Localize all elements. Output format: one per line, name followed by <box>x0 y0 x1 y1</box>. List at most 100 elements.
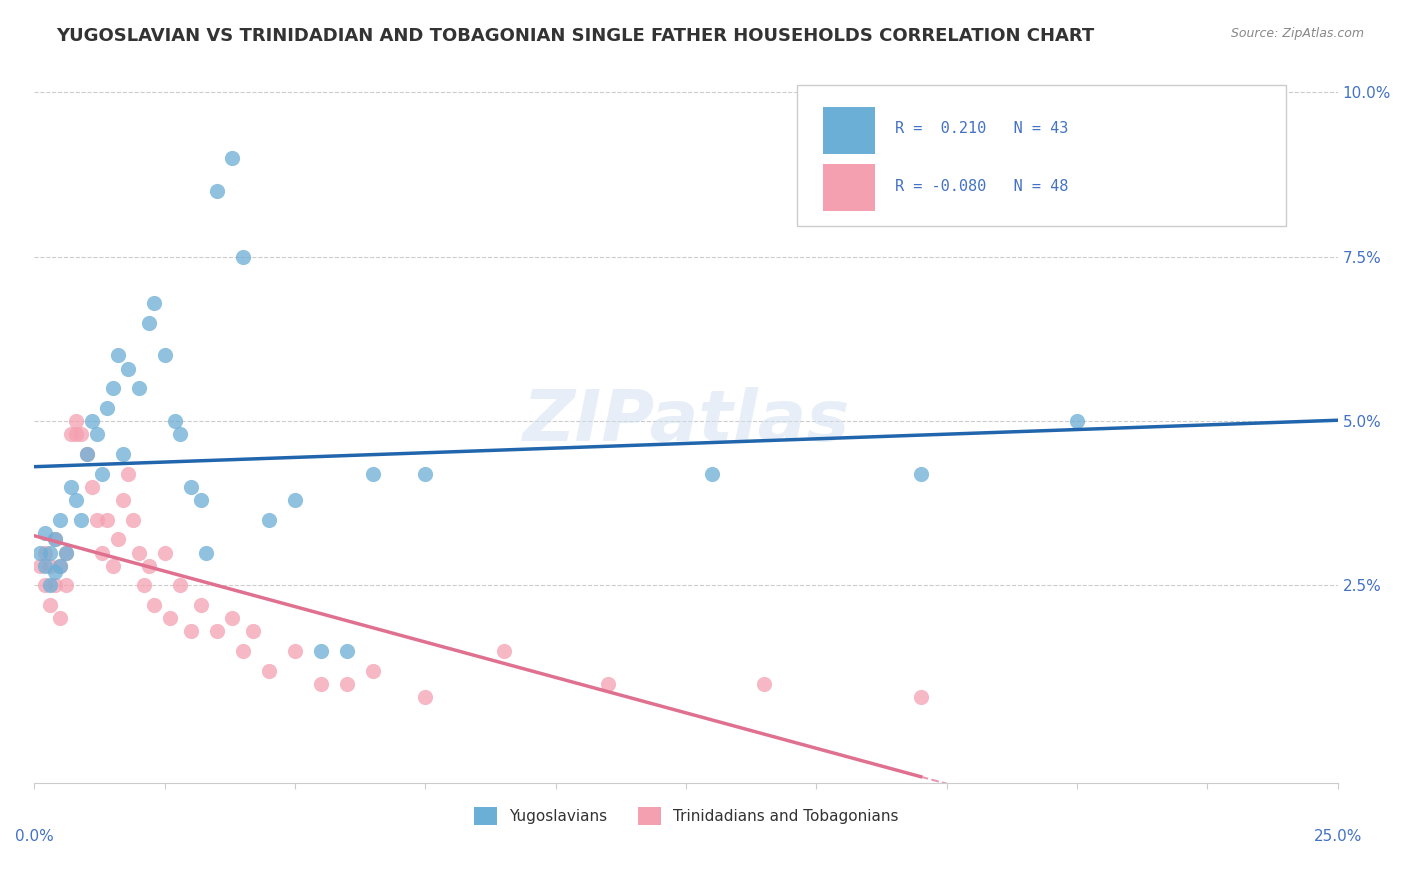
Text: R = -0.080   N = 48: R = -0.080 N = 48 <box>894 178 1069 194</box>
Point <box>86 513 108 527</box>
Point <box>65 493 87 508</box>
Point <box>76 447 98 461</box>
Point <box>91 467 114 481</box>
Point <box>96 513 118 527</box>
Point <box>44 578 66 592</box>
Point <box>70 427 93 442</box>
Point <box>65 427 87 442</box>
Text: R =  0.210   N = 43: R = 0.210 N = 43 <box>894 120 1069 136</box>
Point <box>96 401 118 415</box>
Bar <box>823 107 875 153</box>
Text: 0.0%: 0.0% <box>15 829 53 844</box>
Point <box>55 545 77 559</box>
Point <box>39 558 62 573</box>
Point <box>700 467 723 481</box>
Point <box>153 545 176 559</box>
Point <box>44 533 66 547</box>
Point <box>138 316 160 330</box>
Point <box>34 545 56 559</box>
Point <box>65 414 87 428</box>
Point <box>107 348 129 362</box>
Point <box>910 467 932 481</box>
Point <box>232 644 254 658</box>
Point <box>111 493 134 508</box>
Point <box>596 677 619 691</box>
Point <box>122 513 145 527</box>
Point <box>169 427 191 442</box>
Point <box>284 493 307 508</box>
Point <box>165 414 187 428</box>
Point <box>143 598 166 612</box>
Bar <box>823 164 875 211</box>
Point <box>59 427 82 442</box>
Point <box>34 525 56 540</box>
Point <box>111 447 134 461</box>
Point <box>44 566 66 580</box>
Point <box>221 151 243 165</box>
Point <box>59 480 82 494</box>
Point <box>28 558 51 573</box>
Point <box>70 513 93 527</box>
Point <box>180 624 202 639</box>
Point <box>169 578 191 592</box>
Text: ZIPatlas: ZIPatlas <box>523 386 849 456</box>
Point <box>128 381 150 395</box>
Text: YUGOSLAVIAN VS TRINIDADIAN AND TOBAGONIAN SINGLE FATHER HOUSEHOLDS CORRELATION C: YUGOSLAVIAN VS TRINIDADIAN AND TOBAGONIA… <box>56 27 1094 45</box>
Point <box>284 644 307 658</box>
Point <box>86 427 108 442</box>
Point <box>1066 414 1088 428</box>
Point <box>415 690 437 705</box>
Point <box>128 545 150 559</box>
Point <box>190 493 212 508</box>
Point <box>107 533 129 547</box>
Point <box>49 558 72 573</box>
Point <box>28 545 51 559</box>
Point <box>257 513 280 527</box>
Point <box>361 467 384 481</box>
Point <box>143 295 166 310</box>
Point <box>205 624 228 639</box>
Point <box>44 533 66 547</box>
Point <box>309 644 332 658</box>
Point <box>159 611 181 625</box>
Point <box>132 578 155 592</box>
Point <box>101 381 124 395</box>
Point <box>415 467 437 481</box>
Point <box>39 578 62 592</box>
Point <box>117 361 139 376</box>
Point <box>76 447 98 461</box>
Point <box>101 558 124 573</box>
Point <box>34 558 56 573</box>
Text: Source: ZipAtlas.com: Source: ZipAtlas.com <box>1230 27 1364 40</box>
Point <box>257 664 280 678</box>
Point <box>49 513 72 527</box>
Point <box>195 545 218 559</box>
Point <box>336 644 359 658</box>
Point <box>138 558 160 573</box>
Point <box>49 611 72 625</box>
Point <box>34 578 56 592</box>
Text: 25.0%: 25.0% <box>1313 829 1362 844</box>
Point <box>336 677 359 691</box>
Point <box>180 480 202 494</box>
Point <box>242 624 264 639</box>
Point <box>80 480 103 494</box>
Point <box>221 611 243 625</box>
Point <box>39 545 62 559</box>
Point <box>55 578 77 592</box>
Point <box>80 414 103 428</box>
Point <box>190 598 212 612</box>
Point <box>205 184 228 198</box>
Point <box>361 664 384 678</box>
Point <box>55 545 77 559</box>
Point <box>117 467 139 481</box>
Point <box>910 690 932 705</box>
Point <box>49 558 72 573</box>
Point <box>309 677 332 691</box>
Point <box>39 598 62 612</box>
Point <box>754 677 776 691</box>
FancyBboxPatch shape <box>797 85 1285 226</box>
Legend: Yugoslavians, Trinidadians and Tobagonians: Yugoslavians, Trinidadians and Tobagonia… <box>467 799 905 833</box>
Point <box>91 545 114 559</box>
Point <box>232 250 254 264</box>
